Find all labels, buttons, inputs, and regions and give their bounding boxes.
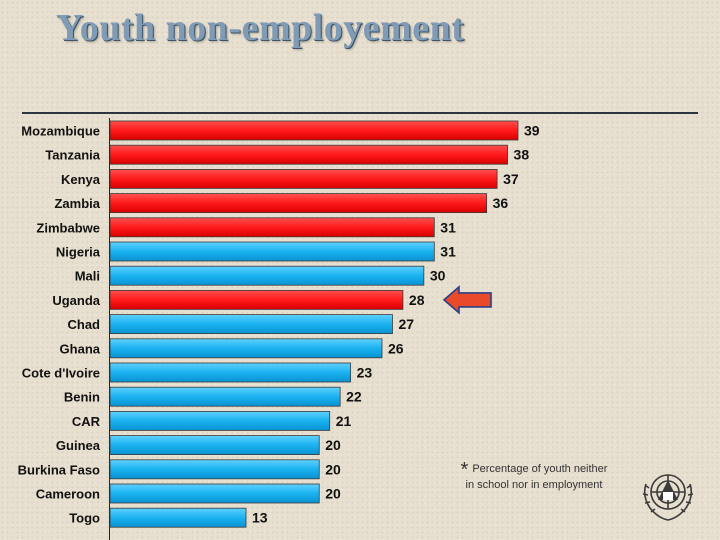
bar-ghana [109,338,383,359]
category-label: Togo [69,511,100,526]
category-label: Mozambique [21,124,100,139]
value-label: 21 [336,413,352,429]
value-label: 20 [325,486,341,502]
bar-chad [109,314,393,335]
bar-tanzania [109,144,508,165]
bar-togo [109,507,247,528]
bar-cameroon [109,483,320,504]
category-label: Cameroon [36,487,100,502]
highlight-arrow-icon [442,285,492,315]
category-label: Guinea [56,438,101,453]
category-label: CAR [72,414,101,429]
bar-uganda [109,289,404,310]
value-label: 36 [493,195,509,211]
value-label: 28 [409,292,425,308]
category-label: Nigeria [56,245,101,260]
bar-burkina-faso [109,459,320,480]
value-label: 23 [357,365,373,381]
footnote-text: Percentage of youth neither in school no… [465,463,608,491]
category-label: Chad [68,317,101,332]
value-label: 38 [514,147,530,163]
bar-nigeria [109,241,435,262]
footnote: * Percentage of youth neither in school n… [458,459,610,493]
value-label: 30 [430,268,446,284]
bar-kenya [109,169,498,189]
category-label: Zimbabwe [36,220,100,235]
footnote-marker: * [460,459,469,481]
value-label: 27 [398,316,414,332]
value-label: 13 [252,510,268,526]
bar-guinea [109,435,320,456]
slide-title: Youth non-employement [56,7,465,49]
category-label: Cote d'Ivoire [22,366,100,381]
value-label: 26 [388,340,404,356]
category-label: Ghana [60,341,101,356]
value-label: 22 [346,389,362,405]
category-label: Mali [75,269,100,284]
bar-cote-d-ivoire [109,362,352,383]
value-label: 31 [440,219,456,235]
value-label: 20 [325,437,341,453]
category-label: Benin [64,390,100,405]
category-label: Kenya [61,172,101,187]
bar-mozambique [109,120,519,141]
bar-chart: Mozambique 39 Tanzania 38 Kenya 37 Zambia 36 Zim… [18,118,540,540]
ilo-emblem-icon [642,474,694,521]
bar-mali [109,265,425,286]
category-label: Zambia [54,196,100,211]
value-label: 37 [503,171,519,187]
value-label: 20 [325,461,341,477]
bar-benin [109,386,341,407]
bar-car [109,410,331,431]
value-label: 39 [524,123,540,139]
bar-zambia [109,193,488,213]
category-label: Uganda [52,293,100,308]
bar-zimbabwe [109,217,435,238]
category-label: Tanzania [45,148,100,163]
category-label: Burkina Faso [18,462,100,477]
title-divider [22,112,698,114]
value-label: 31 [440,244,456,260]
